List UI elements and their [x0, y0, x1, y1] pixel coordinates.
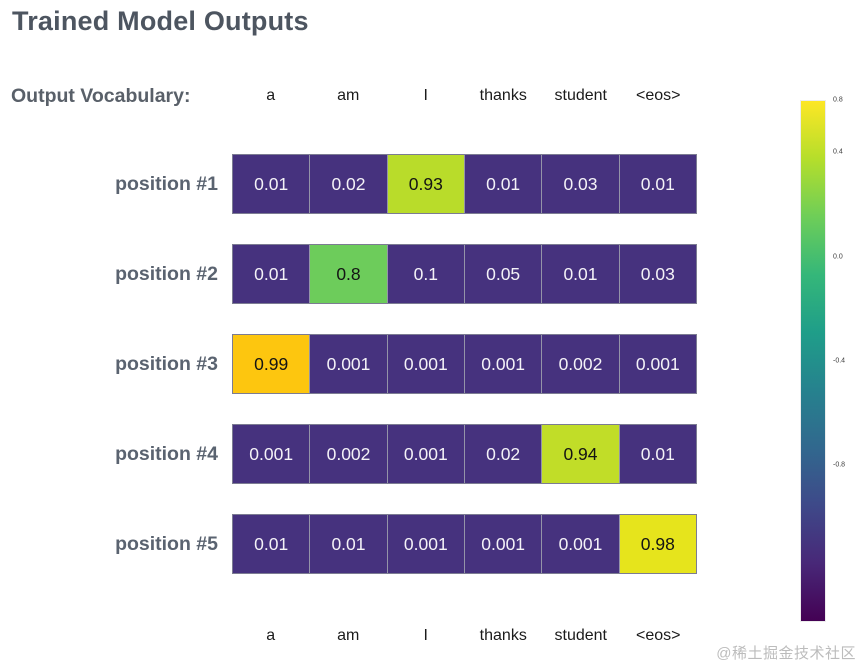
heatmap-cell: 0.01: [542, 245, 620, 303]
heatmap-cell: 0.1: [387, 245, 465, 303]
heatmap-cell: 0.001: [464, 335, 543, 393]
row-label: position #4: [115, 443, 218, 465]
column-footer-am: am: [337, 627, 360, 644]
heatmap-cell: 0.001: [464, 515, 543, 573]
heatmap-cell: 0.93: [387, 155, 465, 213]
column-header-student: student: [554, 87, 607, 104]
row-label: position #3: [115, 353, 218, 375]
heatmap-cell: 0.001: [310, 335, 388, 393]
heatmap-cell: 0.001: [387, 515, 465, 573]
column-footer-i: I: [423, 627, 428, 644]
colorbar-tick: 0.0: [833, 253, 843, 261]
colorbar: 0.8 0.4 0.0 -0.4 -0.8: [800, 96, 859, 622]
heatmap-cell: 0.99: [233, 335, 311, 393]
row-cells: 0.99 0.001 0.001 0.001 0.002 0.001: [232, 334, 697, 394]
column-footer-eos: <eos>: [636, 627, 681, 644]
heatmap-cell: 0.001: [387, 425, 465, 483]
heatmap-cell: 0.8: [310, 245, 388, 303]
column-header-a: a: [266, 87, 276, 104]
row-label: position #5: [115, 533, 218, 555]
heatmap-cell: 0.02: [310, 155, 388, 213]
row-cells: 0.001 0.002 0.001 0.02 0.94 0.01: [232, 424, 697, 484]
heatmap-cell: 0.002: [310, 425, 388, 483]
heatmap-cell: 0.01: [233, 515, 311, 573]
row-label: position #1: [115, 173, 218, 195]
column-footer-a: a: [266, 627, 276, 644]
heatmap-cell: 0.01: [464, 155, 543, 213]
heatmap-cell: 0.03: [619, 245, 696, 303]
heatmap-cell: 0.94: [542, 425, 620, 483]
heatmap-row-position-3: position #3 0.99 0.001 0.001 0.001 0.002…: [0, 334, 697, 394]
heatmap-cell: 0.03: [542, 155, 620, 213]
row-cells: 0.01 0.01 0.001 0.001 0.001 0.98: [232, 514, 697, 574]
watermark: @稀土掘金技术社区: [716, 645, 856, 662]
heatmap-cell: 0.01: [233, 245, 311, 303]
heatmap-row-position-4: position #4 0.001 0.002 0.001 0.02 0.94 …: [0, 424, 697, 484]
column-header-thanks: thanks: [479, 87, 527, 104]
row-cells: 0.01 0.02 0.93 0.01 0.03 0.01: [232, 154, 697, 214]
row-cells: 0.01 0.8 0.1 0.05 0.01 0.03: [232, 244, 697, 304]
column-footer-thanks: thanks: [479, 627, 527, 644]
heatmap-row-position-2: position #2 0.01 0.8 0.1 0.05 0.01 0.03: [0, 244, 697, 304]
column-header-eos: <eos>: [636, 87, 681, 104]
column-footer-student: student: [554, 627, 607, 644]
heatmap-cell: 0.002: [542, 335, 620, 393]
page-title: Trained Model Outputs: [12, 6, 309, 36]
column-header-i: I: [423, 87, 428, 104]
heatmap-row-position-5: position #5 0.01 0.01 0.001 0.001 0.001 …: [0, 514, 697, 574]
output-vocabulary-label: Output Vocabulary:: [11, 84, 191, 107]
heatmap-cell: 0.02: [464, 425, 543, 483]
heatmap-cell: 0.001: [619, 335, 696, 393]
colorbar-tick: 0.8: [833, 96, 843, 104]
colorbar-tick: -0.8: [833, 461, 846, 469]
colorbar-tick: 0.4: [833, 148, 843, 156]
heatmap-cell: 0.001: [387, 335, 465, 393]
heatmap-cell: 0.98: [619, 515, 696, 573]
row-label: position #2: [115, 263, 218, 285]
heatmap-cell: 0.001: [233, 425, 311, 483]
heatmap-cell: 0.01: [619, 425, 696, 483]
bottom-axis: a am I thanks student <eos>: [0, 624, 697, 648]
column-header-am: am: [337, 87, 360, 104]
heatmap-cell: 0.01: [233, 155, 311, 213]
colorbar-gradient: [800, 100, 826, 622]
heatmap-row-position-1: position #1 0.01 0.02 0.93 0.01 0.03 0.0…: [0, 154, 697, 214]
heatmap-cell: 0.01: [310, 515, 388, 573]
heatmap-cell: 0.05: [464, 245, 543, 303]
heatmap-cell: 0.001: [542, 515, 620, 573]
top-axis: Output Vocabulary: a am I thanks student…: [0, 84, 697, 108]
colorbar-tick: -0.4: [833, 357, 846, 365]
heatmap-cell: 0.01: [619, 155, 696, 213]
